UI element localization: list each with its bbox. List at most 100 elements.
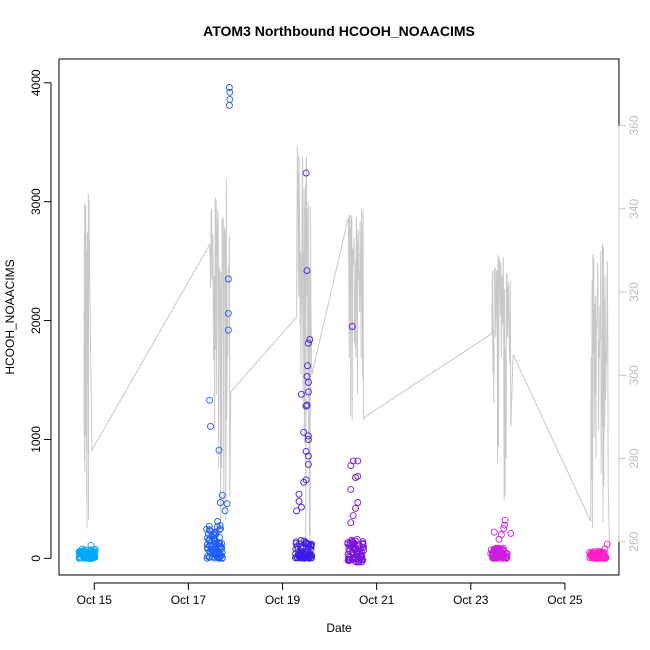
x-tick-label: Oct 25 — [547, 593, 583, 607]
data-point — [305, 553, 313, 561]
data-point — [495, 545, 503, 553]
data-point — [75, 548, 83, 556]
data-point — [300, 537, 308, 545]
data-point — [348, 323, 356, 330]
data-point — [297, 537, 305, 545]
y-tick-label: 4000 — [29, 69, 43, 96]
data-point — [498, 546, 506, 554]
data-point — [354, 472, 362, 480]
data-point — [303, 267, 311, 275]
data-point — [214, 518, 222, 525]
secondary-trace — [83, 145, 611, 558]
y2-tick-label: 300 — [627, 365, 641, 385]
data-point — [501, 516, 509, 524]
data-point — [302, 169, 310, 177]
y2-tick-label: 340 — [627, 198, 641, 218]
data-point — [223, 500, 231, 508]
data-point — [494, 554, 502, 562]
data-point — [592, 551, 600, 559]
data-point — [501, 521, 509, 529]
data-point — [293, 507, 301, 515]
data-point — [225, 101, 233, 109]
data-point — [295, 497, 303, 505]
x-axis: Oct 15 Oct 17 Oct 19 Oct 21 Oct 23 Oct 25 — [77, 582, 583, 607]
data-point — [353, 547, 361, 555]
y-axis: 0 1000 2000 3000 4000 — [29, 69, 52, 562]
y2-tick-label: 320 — [627, 282, 641, 302]
data-point — [354, 499, 362, 506]
data-point — [495, 553, 503, 561]
data-point — [304, 432, 312, 440]
data-point — [206, 527, 214, 535]
points-layer — [75, 84, 611, 566]
data-point — [88, 548, 96, 555]
data-point — [215, 542, 222, 550]
data-point — [352, 558, 360, 566]
data-point — [307, 541, 315, 549]
data-point — [344, 550, 352, 558]
data-point — [346, 539, 354, 547]
data-point — [87, 541, 95, 549]
y2-tick-label: 280 — [627, 448, 641, 468]
data-point — [304, 362, 311, 370]
flight-points-1 — [75, 541, 99, 562]
data-point — [206, 396, 214, 404]
data-point — [207, 422, 214, 430]
flight-points-4 — [344, 323, 368, 566]
data-point — [347, 485, 355, 493]
data-point — [352, 504, 359, 512]
data-point — [218, 554, 226, 562]
y2-tick-label: 260 — [627, 531, 641, 551]
data-point — [205, 537, 213, 545]
data-point — [224, 309, 232, 317]
data-point — [304, 388, 312, 396]
data-point — [303, 401, 311, 409]
y-tick-label: 0 — [29, 555, 43, 562]
data-point — [356, 548, 364, 556]
data-point — [349, 512, 357, 520]
data-point — [344, 553, 352, 561]
data-point — [358, 555, 366, 563]
y-tick-label: 3000 — [29, 188, 43, 215]
data-point — [226, 95, 234, 103]
data-point — [347, 542, 355, 550]
data-point — [307, 552, 314, 560]
data-point — [293, 542, 301, 550]
flight-points-5 — [487, 516, 515, 562]
data-point — [215, 554, 222, 561]
data-point — [224, 275, 232, 283]
data-point — [588, 549, 596, 557]
plot-frame — [58, 58, 620, 576]
data-point — [588, 553, 596, 561]
x-tick-label: Oct 15 — [77, 593, 113, 607]
data-point — [304, 460, 312, 468]
data-point — [226, 88, 234, 96]
y-tick-label: 1000 — [29, 426, 43, 453]
x-tick-label: Oct 23 — [453, 593, 489, 607]
data-point — [295, 490, 303, 498]
chart-title: ATOM3 Northbound HCOOH_NOAACIMS — [203, 23, 475, 39]
data-point — [225, 84, 233, 91]
data-point — [205, 522, 213, 530]
data-point — [586, 549, 594, 556]
data-point — [297, 554, 305, 562]
data-point — [206, 542, 214, 549]
data-point — [300, 478, 308, 486]
data-point — [500, 525, 508, 533]
data-point — [294, 554, 302, 562]
data-point — [349, 457, 357, 465]
y2-tick-label: 360 — [627, 115, 641, 135]
data-point — [76, 548, 84, 556]
data-point — [205, 553, 213, 561]
data-point — [595, 552, 603, 559]
data-point — [304, 378, 312, 386]
data-point — [347, 519, 355, 527]
data-point — [218, 491, 226, 499]
data-point — [306, 336, 314, 344]
data-point — [304, 436, 312, 443]
data-point — [210, 537, 218, 545]
data-point — [587, 553, 595, 560]
y2-axis: 260 280 300 320 340 360 — [618, 115, 641, 552]
data-point — [297, 390, 305, 398]
data-point — [212, 531, 220, 539]
